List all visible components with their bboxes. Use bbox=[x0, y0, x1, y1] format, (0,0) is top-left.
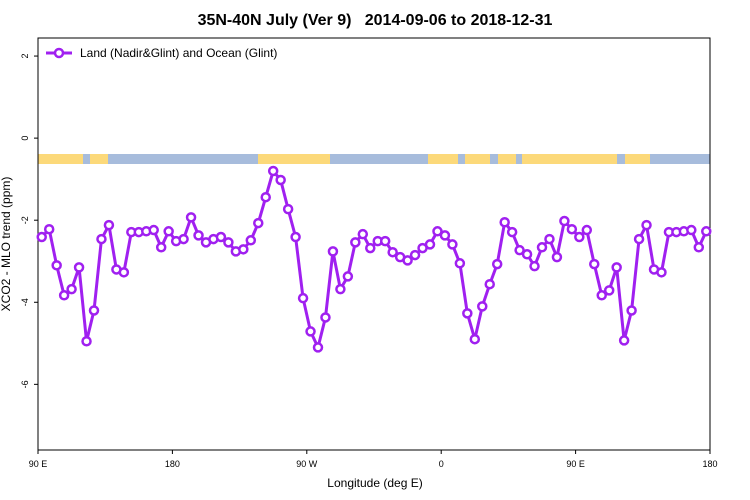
data-point bbox=[163, 226, 174, 237]
data-point bbox=[312, 342, 324, 353]
x-tick-label: 90 E bbox=[566, 459, 585, 469]
data-point bbox=[491, 258, 503, 270]
data-point bbox=[51, 260, 62, 271]
x-tick-label: 0 bbox=[439, 459, 444, 469]
y-axis-label: XCO2 - MLO trend (ppm) bbox=[0, 177, 13, 312]
data-point bbox=[686, 224, 697, 236]
data-point bbox=[581, 224, 593, 236]
data-point bbox=[96, 233, 107, 245]
data-point bbox=[603, 285, 615, 296]
data-point bbox=[618, 335, 630, 346]
data-point bbox=[536, 242, 548, 253]
data-point bbox=[529, 260, 540, 272]
data-point bbox=[641, 219, 652, 231]
data-point bbox=[447, 239, 458, 250]
legend-marker bbox=[53, 47, 65, 59]
data-point bbox=[290, 231, 301, 243]
data-point bbox=[506, 226, 518, 238]
data-point bbox=[238, 244, 249, 255]
data-point bbox=[424, 239, 436, 250]
data-point bbox=[521, 249, 533, 260]
x-tick-label: 90 E bbox=[29, 459, 48, 469]
data-point bbox=[633, 233, 645, 245]
data-point bbox=[544, 233, 555, 245]
data-point bbox=[43, 223, 55, 235]
y-tick-label: 0 bbox=[20, 136, 30, 141]
x-tick-label: 90 W bbox=[296, 459, 318, 469]
data-point bbox=[551, 251, 563, 263]
data-point bbox=[596, 290, 607, 301]
data-point bbox=[439, 230, 451, 241]
data-point bbox=[387, 246, 398, 258]
data-point bbox=[73, 262, 85, 273]
data-point bbox=[626, 305, 637, 316]
data-point bbox=[148, 224, 159, 236]
data-point bbox=[193, 230, 204, 241]
x-tick-label: 180 bbox=[702, 459, 717, 469]
data-point bbox=[245, 235, 257, 246]
data-point bbox=[514, 244, 525, 256]
data-point bbox=[178, 233, 189, 245]
data-point bbox=[477, 301, 488, 312]
plot-frame bbox=[37, 37, 711, 451]
data-point bbox=[335, 283, 346, 295]
data-point bbox=[275, 174, 286, 186]
data-point bbox=[432, 226, 443, 237]
data-point bbox=[499, 217, 510, 228]
data-point bbox=[253, 217, 264, 229]
data-point bbox=[402, 255, 413, 266]
data-point bbox=[574, 231, 585, 243]
data-point bbox=[350, 237, 361, 248]
data-point bbox=[589, 258, 600, 270]
data-point bbox=[36, 231, 47, 243]
y-tick-label: -2 bbox=[20, 216, 30, 224]
data-point bbox=[66, 283, 77, 295]
data-point bbox=[103, 219, 115, 231]
data-point bbox=[454, 258, 466, 269]
data-point bbox=[327, 246, 339, 257]
data-point bbox=[693, 242, 705, 253]
data-point bbox=[185, 212, 197, 223]
data-point bbox=[462, 308, 473, 319]
x-axis-label: Longitude (deg E) bbox=[327, 476, 422, 490]
data-point bbox=[282, 203, 294, 215]
x-tick-label: 180 bbox=[165, 459, 180, 469]
data-point bbox=[656, 267, 667, 278]
data-point bbox=[469, 333, 481, 345]
data-point bbox=[611, 262, 622, 273]
data-point bbox=[81, 336, 92, 347]
data-point bbox=[342, 271, 354, 282]
data-point bbox=[484, 278, 495, 290]
land-ocean-strip bbox=[38, 154, 710, 164]
legend-label: Land (Nadir&Glint) and Ocean (Glint) bbox=[80, 46, 277, 60]
data-point bbox=[118, 267, 130, 278]
data-point bbox=[155, 242, 167, 253]
data-point bbox=[320, 312, 331, 323]
data-point bbox=[260, 191, 271, 203]
chart-title: 35N-40N July (Ver 9) 2014-09-06 to 2018-… bbox=[198, 12, 553, 29]
y-tick-label: -4 bbox=[20, 298, 30, 306]
data-point bbox=[58, 290, 70, 301]
data-point bbox=[409, 249, 421, 261]
data-point bbox=[297, 292, 309, 304]
data-point bbox=[566, 223, 578, 235]
data-point bbox=[379, 235, 391, 247]
data-point bbox=[305, 326, 316, 337]
data-point bbox=[559, 215, 570, 227]
data-point bbox=[88, 305, 100, 316]
data-point bbox=[267, 165, 279, 177]
series-line bbox=[40, 167, 708, 352]
data-point bbox=[215, 231, 227, 243]
y-tick-label: -6 bbox=[20, 380, 30, 388]
y-tick-label: 2 bbox=[20, 54, 30, 59]
data-point bbox=[357, 228, 369, 240]
data-point bbox=[223, 237, 234, 248]
data-point bbox=[365, 242, 376, 254]
data-point bbox=[701, 226, 712, 237]
